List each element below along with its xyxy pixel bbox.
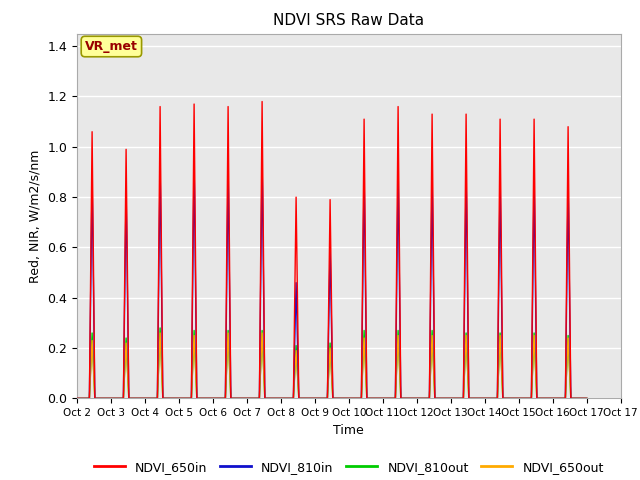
Legend: NDVI_650in, NDVI_810in, NDVI_810out, NDVI_650out: NDVI_650in, NDVI_810in, NDVI_810out, NDV… [89, 456, 609, 479]
X-axis label: Time: Time [333, 424, 364, 437]
Text: VR_met: VR_met [85, 40, 138, 53]
Y-axis label: Red, NIR, W/m2/s/nm: Red, NIR, W/m2/s/nm [29, 149, 42, 283]
Title: NDVI SRS Raw Data: NDVI SRS Raw Data [273, 13, 424, 28]
